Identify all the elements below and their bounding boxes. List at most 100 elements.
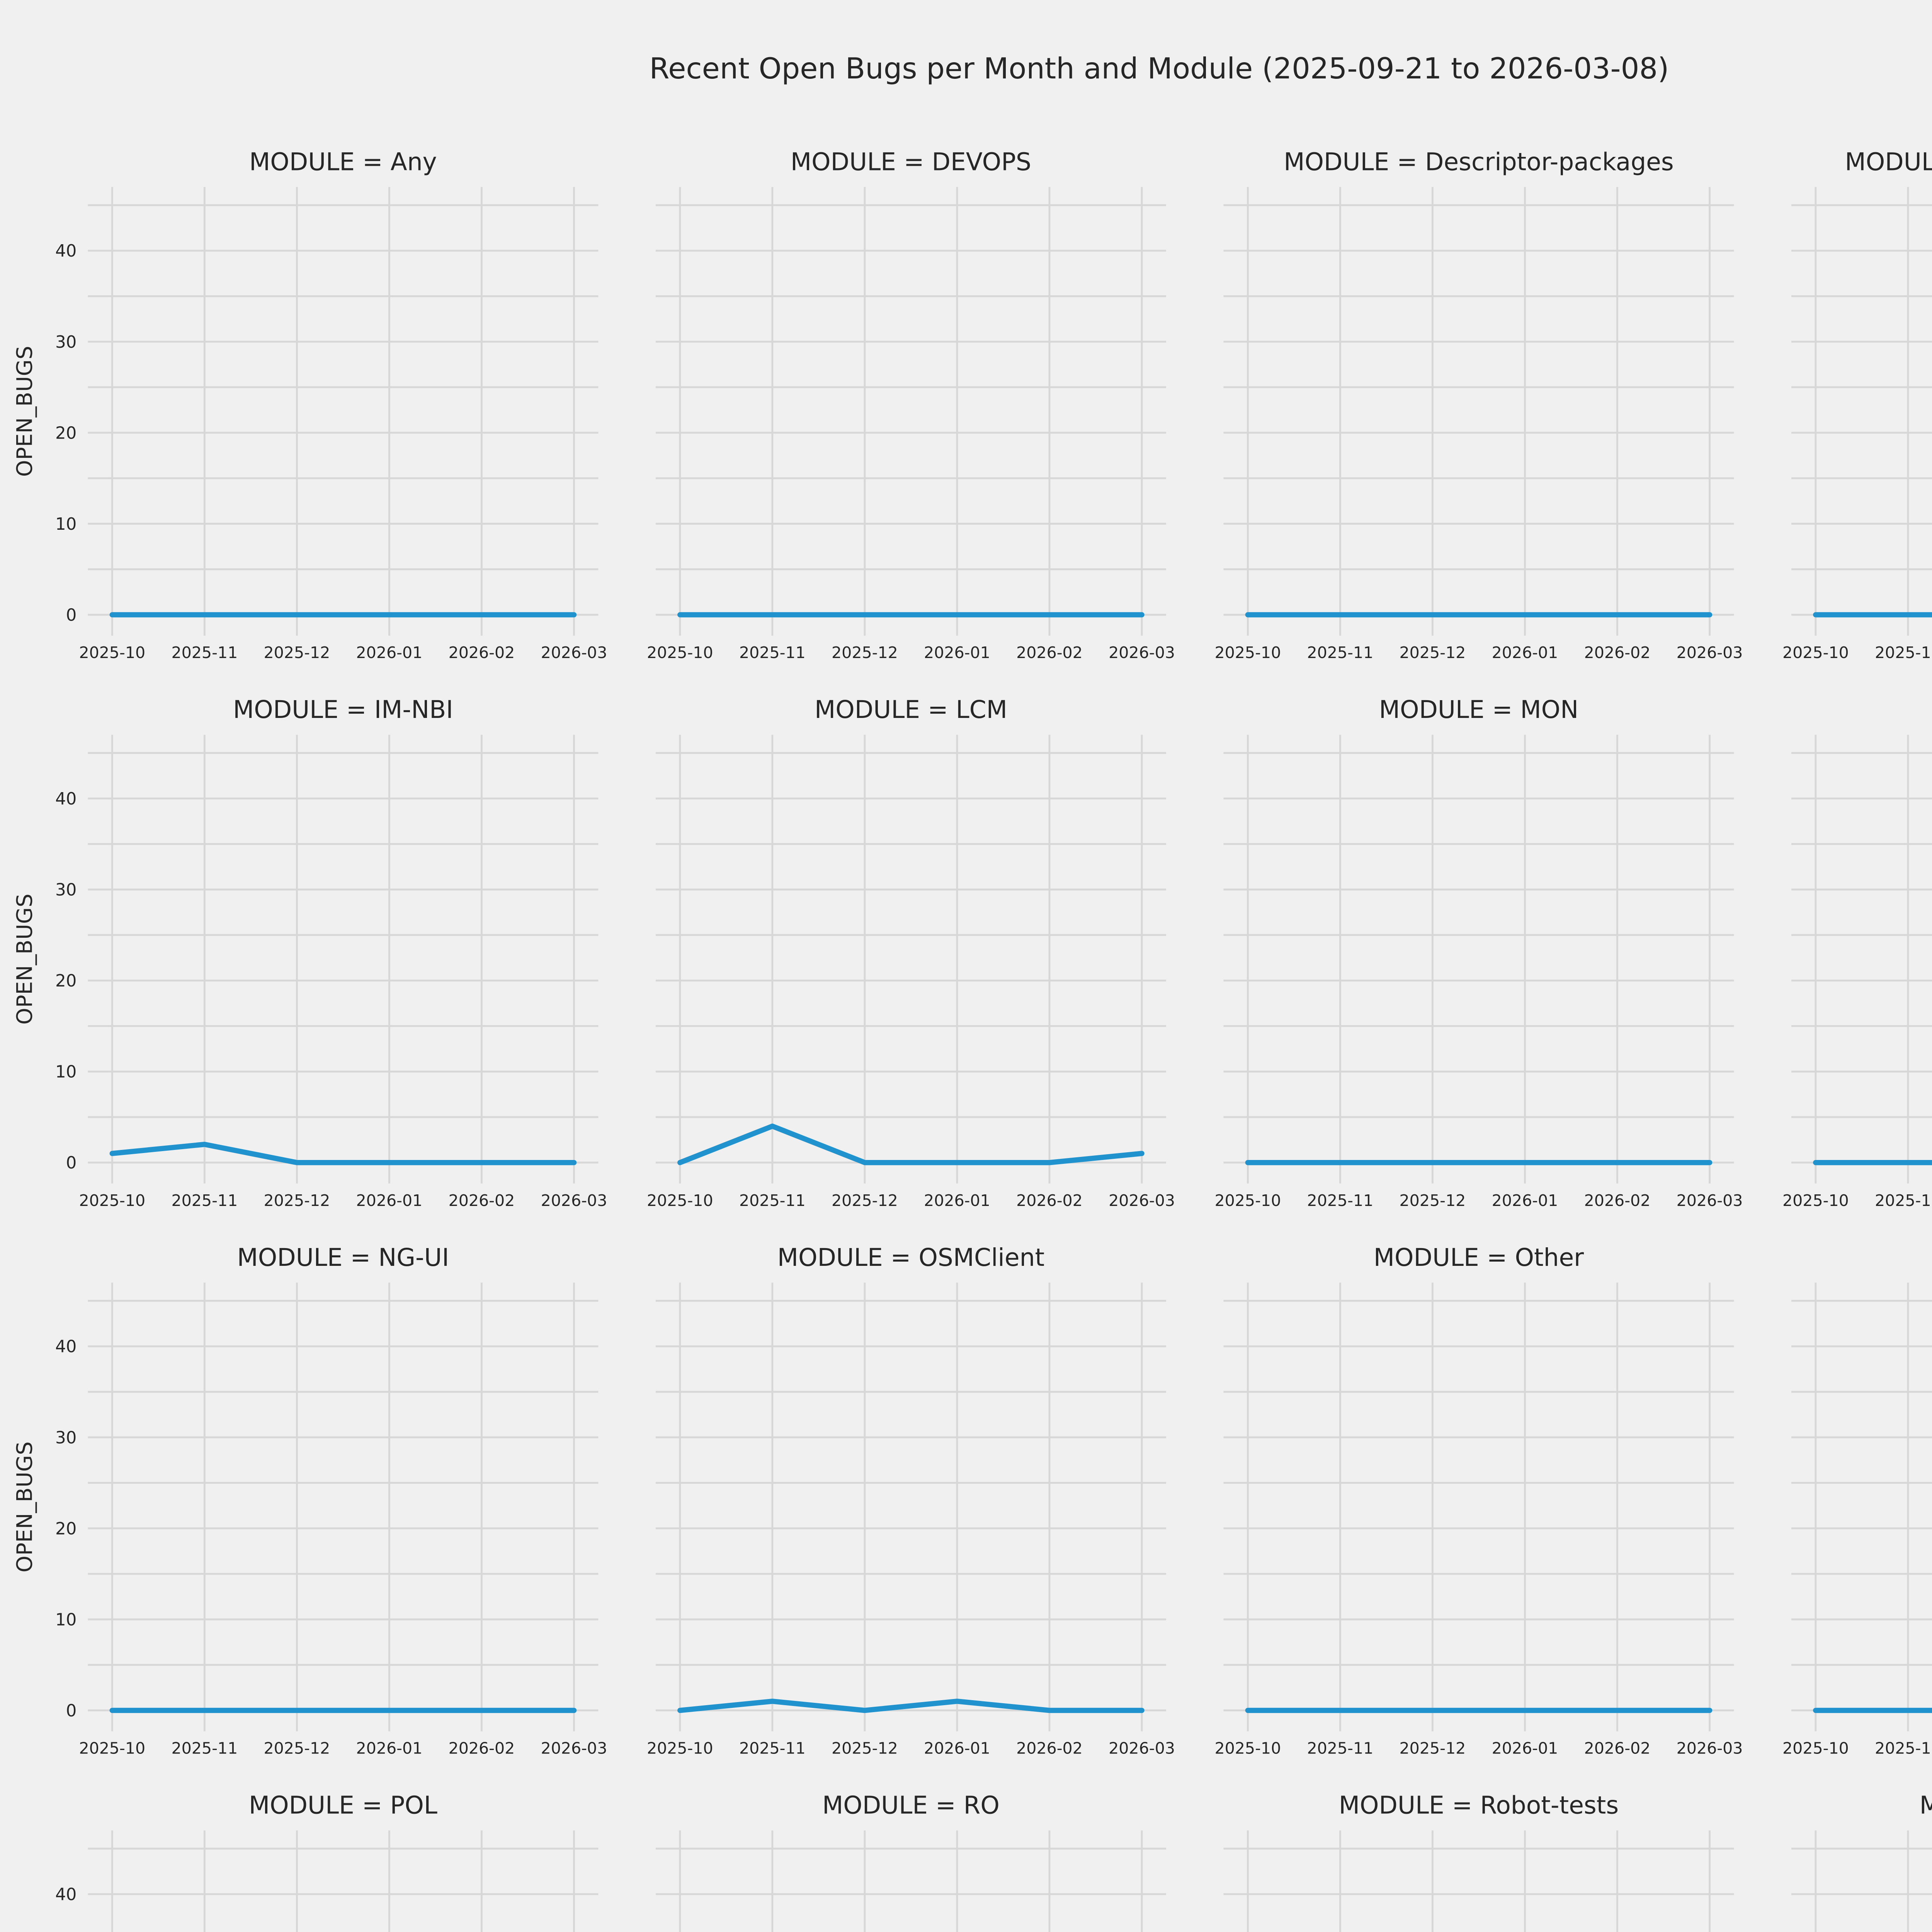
x-tick-label: 2025-10	[647, 1739, 713, 1758]
data-line	[677, 1699, 1145, 1713]
panel-background	[1223, 1282, 1734, 1731]
x-tick-label: 2025-12	[832, 1739, 898, 1758]
facet-panel: MODULE = OSMClient 2025-10 2025-11 2025-12 2…	[647, 1243, 1175, 1758]
x-tick-label: 2025-10	[1214, 1739, 1281, 1758]
x-tick-label: 2026-01	[356, 1191, 423, 1210]
facet-title: MODULE = RO	[822, 1791, 1000, 1820]
x-tick-label: 2026-03	[1109, 643, 1175, 662]
x-tick-label: 2025-11	[739, 643, 806, 662]
x-tick-label: 2025-11	[1307, 1739, 1374, 1758]
figure-title: Recent Open Bugs per Month and Module (2…	[649, 52, 1669, 86]
panel-background	[1791, 1830, 1932, 1932]
x-tick-label: 2026-03	[1677, 1739, 1743, 1758]
y-tick-label: 0	[66, 1153, 77, 1173]
x-tick-label: 2026-02	[1016, 1191, 1083, 1210]
panel-background	[1223, 735, 1734, 1184]
x-tick-label: 2025-12	[1400, 1191, 1466, 1210]
x-tick-label: 2026-02	[449, 1739, 515, 1758]
facet-panel: MODULE = DEVOPS 2025-10 2025-11 2025-12 2026…	[647, 148, 1175, 662]
x-tick-label: 2025-12	[832, 1191, 898, 1210]
x-tick-label: 2026-01	[924, 1191, 990, 1210]
x-tick-label: 2025-11	[171, 1739, 238, 1758]
x-tick-label: 2025-10	[647, 643, 713, 662]
x-tick-label: 2026-02	[449, 1191, 515, 1210]
facet-panel: MODULE = Documentation / Wiki 2025-10 2025…	[1782, 148, 1932, 662]
y-tick-label: 0	[66, 605, 77, 625]
x-tick-label: 2025-11	[171, 1191, 238, 1210]
panel-background	[88, 1282, 599, 1731]
x-tick-label: 2025-10	[1782, 643, 1849, 662]
x-tick-label: 2026-02	[1016, 643, 1083, 662]
x-tick-label: 2025-12	[1400, 1739, 1466, 1758]
facet-panel: MODULE = Robot-tests2025-102025-112025-1…	[1223, 1791, 1734, 1932]
x-tick-label: 2026-01	[1492, 1191, 1558, 1210]
facet-title: MODULE = Descriptor-packages	[1284, 148, 1673, 176]
facet-title: MODULE = Documentation / Wiki	[1845, 148, 1932, 176]
x-tick-label: 2026-01	[356, 643, 423, 662]
x-tick-label: 2025-11	[1875, 643, 1932, 662]
x-tick-label: 2025-10	[79, 1739, 145, 1758]
y-tick-label: 30	[55, 881, 77, 900]
x-tick-label: 2026-01	[924, 643, 990, 662]
y-tick-label: 40	[55, 1885, 77, 1904]
facet-panel: MODULE = Unknown2025-102025-112025-12202…	[1791, 1791, 1932, 1932]
x-tick-label: 2026-02	[1584, 1191, 1651, 1210]
y-tick-label: 0	[66, 1701, 77, 1721]
x-tick-label: 2025-10	[79, 1191, 145, 1210]
x-tick-label: 2025-10	[647, 1191, 713, 1210]
panel-background	[655, 1830, 1166, 1932]
facet-panel: MODULE = NG-UI 2025-10 2025-11 2025-12 2026-…	[12, 1243, 607, 1758]
facet-title: MODULE = Any	[249, 148, 437, 176]
x-tick-label: 2025-10	[1214, 1191, 1281, 1210]
facet-panel: MODULE = POL2025-102025-112025-122026-01…	[55, 1791, 599, 1932]
y-tick-label: 20	[55, 1519, 77, 1539]
panel-background	[88, 187, 599, 636]
x-tick-label: 2026-03	[541, 1739, 607, 1758]
panel-background	[1223, 187, 1734, 636]
facet-panel: MODULE = PLA2025-102025-112025-122026-01…	[1782, 1282, 1932, 1758]
x-tick-label: 2026-03	[1677, 1191, 1743, 1210]
x-tick-label: 2026-03	[541, 1191, 607, 1210]
facet-title: MODULE = Robot-tests	[1339, 1791, 1619, 1820]
panel-background	[88, 735, 599, 1184]
y-tick-label: 10	[55, 1610, 77, 1629]
y-tick-label: 10	[55, 1063, 77, 1082]
x-tick-label: 2025-11	[1307, 1191, 1374, 1210]
x-tick-label: 2025-10	[1782, 1191, 1849, 1210]
facet-title: MODULE = Unknown	[1920, 1791, 1932, 1820]
facet-panel: MODULE = Other 2025-10 2025-11 2025-12 2026-…	[1214, 1243, 1743, 1758]
panel-background	[655, 1282, 1166, 1731]
x-tick-label: 2025-12	[264, 1739, 330, 1758]
x-tick-label: 2026-02	[1584, 643, 1651, 662]
data-line	[109, 1141, 577, 1165]
x-tick-label: 2026-01	[1492, 1739, 1558, 1758]
x-tick-label: 2025-11	[1307, 643, 1374, 662]
x-tick-label: 2025-11	[739, 1191, 806, 1210]
x-tick-label: 2026-01	[924, 1739, 990, 1758]
x-tick-label: 2025-11	[171, 643, 238, 662]
y-tick-label: 20	[55, 971, 77, 991]
panel-background	[655, 187, 1166, 636]
facet-title: MODULE = POL	[249, 1791, 437, 1820]
facet-title: MODULE = IM-NBI	[233, 696, 453, 724]
x-tick-label: 2025-12	[264, 643, 330, 662]
panel-background	[655, 735, 1166, 1184]
x-tick-label: 2025-11	[739, 1739, 806, 1758]
x-tick-label: 2025-11	[1875, 1739, 1932, 1758]
facet-title: MODULE = NG-UI	[237, 1243, 449, 1272]
x-tick-label: 2025-10	[1782, 1739, 1849, 1758]
facet-panel: MODULE = MON 2025-10 2025-11 2025-12 2026-01…	[1214, 696, 1743, 1210]
facet-panel: MODULE = Any 2025-10 2025-11 2025-12 2026-01…	[12, 148, 607, 662]
y-axis-label: OPEN_BUGS	[12, 346, 37, 477]
facet-title: MODULE = DEVOPS	[791, 148, 1031, 176]
x-tick-label: 2026-03	[1109, 1191, 1175, 1210]
x-tick-label: 2026-03	[541, 643, 607, 662]
x-tick-label: 2025-10	[1214, 643, 1281, 662]
facet-title: MODULE = Other	[1374, 1243, 1584, 1272]
x-tick-label: 2025-10	[79, 643, 145, 662]
facet-panel: MODULE = RO2025-102025-112025-122026-012…	[655, 1791, 1166, 1932]
facet-title: MODULE = MON	[1379, 696, 1578, 724]
panel-background	[1223, 1830, 1734, 1932]
